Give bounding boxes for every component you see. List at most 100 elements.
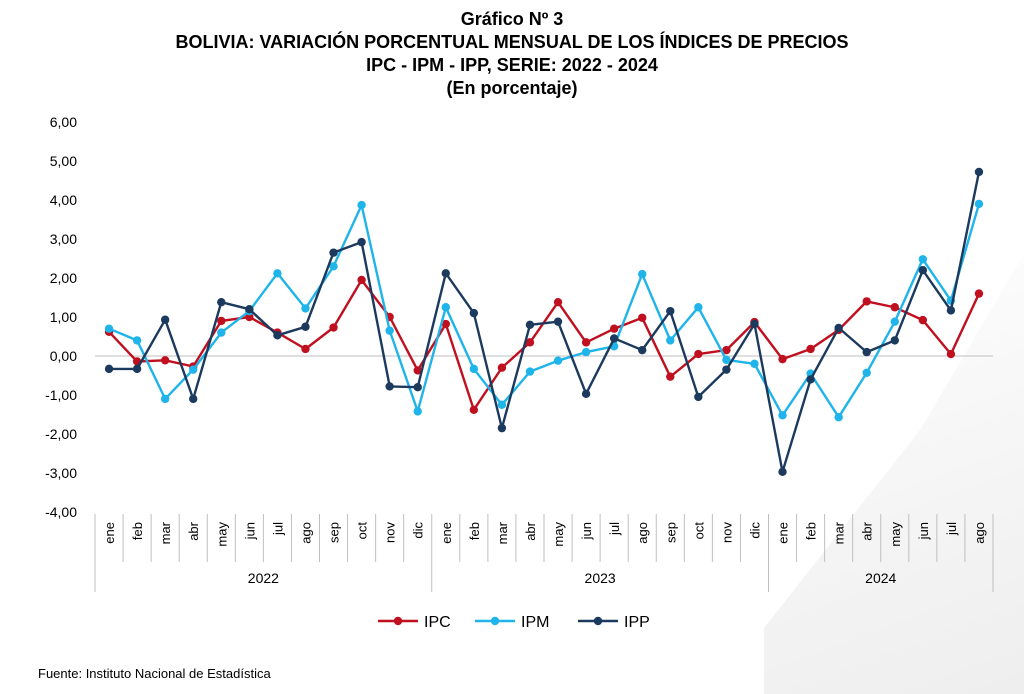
month-label: dic (747, 522, 762, 539)
data-point-ipc (778, 354, 787, 364)
data-point-ipm (722, 355, 731, 365)
data-point-ipc (245, 312, 254, 322)
data-point-ipp (469, 308, 479, 318)
legend-label-ipc: IPC (424, 614, 451, 631)
data-point-ipp (301, 322, 310, 331)
month-label: feb (467, 522, 482, 540)
data-point-ipm (329, 262, 338, 271)
y-tick-label: 1,00 (50, 309, 77, 325)
month-label: nov (383, 522, 398, 543)
month-label: abr (186, 521, 201, 540)
data-point-ipp (160, 315, 170, 324)
month-label: ago (298, 522, 313, 544)
y-tick-label: -1,00 (45, 387, 77, 403)
data-point-ipc (666, 372, 675, 381)
month-label: feb (804, 522, 819, 540)
month-label: mar (158, 521, 173, 544)
data-point-ipc (329, 323, 338, 332)
data-point-ipc (946, 349, 956, 359)
data-point-ipp (132, 364, 142, 374)
data-point-ipp (413, 383, 422, 392)
data-point-ipp (862, 347, 871, 357)
month-label: jun (916, 522, 931, 540)
data-point-ipm (469, 364, 479, 374)
month-label: jul (944, 522, 959, 536)
data-point-ipm (301, 304, 310, 313)
data-point-ipc (413, 366, 422, 375)
data-point-ipc (890, 303, 899, 312)
data-point-ipp (890, 336, 899, 345)
month-label: oct (355, 522, 370, 540)
data-point-ipp (385, 382, 394, 391)
data-point-ipp (918, 266, 928, 275)
data-point-ipc (974, 289, 984, 298)
data-point-ipp (834, 323, 843, 333)
data-point-ipp (609, 334, 619, 343)
series-line-ipp (109, 171, 981, 473)
data-point-ipc (357, 275, 366, 285)
data-point-ipp (525, 320, 535, 329)
data-point-ipp (778, 467, 787, 477)
data-point-ipm (357, 200, 366, 210)
month-label: sep (327, 522, 342, 543)
data-point-ipm (217, 328, 226, 337)
data-point-ipm (413, 407, 422, 416)
data-point-ipm (160, 394, 170, 404)
chart-number: Gráfico Nº 3 (460, 9, 564, 29)
month-label: jun (579, 522, 594, 540)
data-point-ipm (189, 365, 198, 374)
data-point-ipm (862, 368, 871, 377)
y-tick-label: 2,00 (50, 270, 77, 286)
data-point-ipp (694, 392, 703, 402)
month-label: ene (776, 522, 791, 544)
month-label: sep (663, 522, 678, 543)
data-point-ipc (301, 344, 310, 354)
month-label: dic (411, 522, 426, 539)
data-point-ipc (581, 338, 591, 347)
year-label: 2023 (585, 570, 616, 586)
data-point-ipp (273, 331, 282, 340)
data-point-ipp (189, 394, 198, 404)
data-point-ipp (722, 365, 731, 374)
data-point-ipp (441, 269, 450, 278)
y-tick-label: 4,00 (50, 192, 77, 208)
data-point-ipm (834, 413, 843, 422)
y-tick-label: 5,00 (50, 153, 77, 169)
data-point-ipm (273, 269, 282, 278)
data-point-ipm (553, 356, 563, 365)
data-point-ipc (469, 405, 479, 415)
legend-label-ipm: IPM (521, 614, 549, 631)
chart-title: BOLIVIA: VARIACIÓN PORCENTUAL MENSUAL DE… (175, 32, 849, 52)
data-point-ipc (722, 345, 731, 355)
data-point-ipc (862, 297, 871, 306)
data-point-ipc (497, 363, 507, 372)
legend-marker-ipm (490, 616, 500, 626)
month-label: ene (102, 522, 117, 544)
y-tick-label: 3,00 (50, 231, 77, 247)
data-point-ipm (525, 367, 535, 376)
chart-unit: (En porcentaje) (446, 78, 578, 98)
data-point-ipp (946, 306, 956, 315)
data-point-ipc (806, 344, 815, 354)
month-label: mar (832, 521, 847, 544)
y-tick-label: 0,00 (50, 348, 77, 364)
month-label: may (888, 522, 903, 547)
chart-subtitle: IPC - IPM - IPP, SERIE: 2022 - 2024 (366, 55, 658, 75)
month-label: jul (270, 522, 285, 536)
month-label: may (551, 522, 566, 547)
legend-label-ipp: IPP (624, 614, 650, 631)
data-point-ipp (497, 423, 507, 433)
data-point-ipc (694, 349, 703, 359)
y-tick-label: -4,00 (45, 504, 77, 520)
year-label: 2022 (248, 570, 279, 586)
month-label: abr (860, 521, 875, 540)
series-line-ipm (108, 203, 981, 419)
month-label: jul (607, 522, 622, 536)
month-label: nov (719, 522, 734, 543)
month-label: feb (130, 522, 145, 540)
data-point-ipm (104, 324, 114, 333)
y-tick-label: -3,00 (45, 465, 77, 481)
year-label: 2024 (865, 570, 896, 586)
data-point-ipm (694, 303, 703, 312)
data-point-ipc (918, 315, 928, 325)
